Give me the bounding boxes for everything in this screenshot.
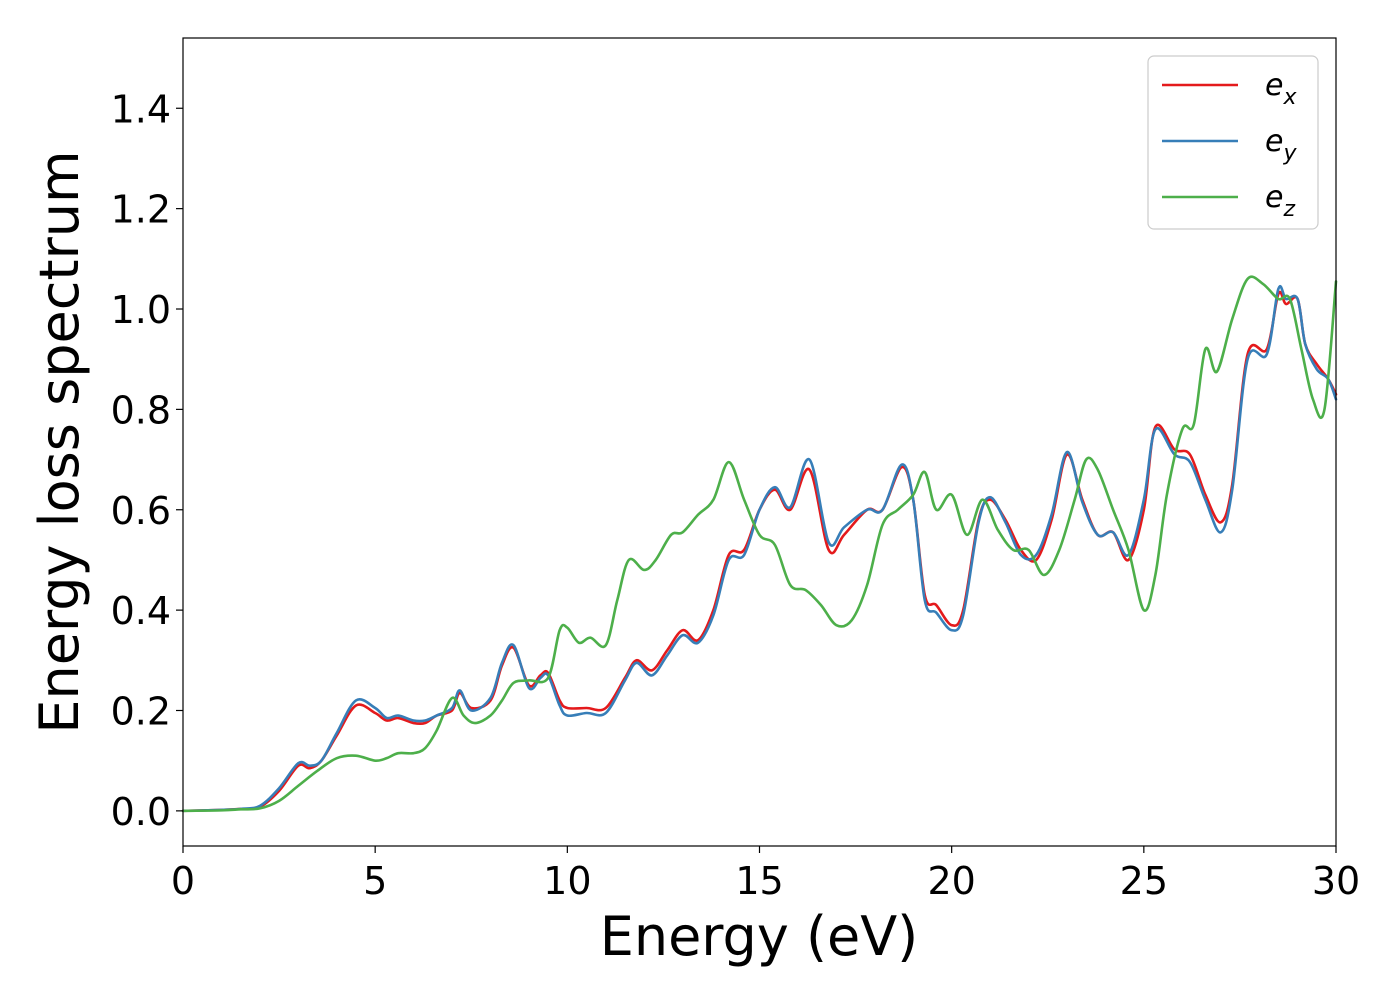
legend: ex ey ez: [1147, 55, 1319, 230]
legend-box: [1147, 55, 1319, 230]
x-axis-title: Energy (eV): [600, 905, 919, 968]
y-tick-label: 0.6: [111, 489, 171, 533]
x-tick-label: 15: [735, 859, 783, 903]
y-tick-label: 0.0: [111, 790, 171, 834]
series-layer: [181, 275, 1338, 813]
legend-label-ez: ez: [1265, 180, 1295, 222]
y-tick-label: 0.2: [111, 689, 171, 733]
x-tick-label: 20: [927, 859, 975, 903]
y-tick-label: 1.2: [111, 188, 171, 232]
series-line-ey: [181, 285, 1338, 813]
x-tick-label: 10: [543, 859, 591, 903]
y-axis-title: Energy loss spectrum: [28, 150, 91, 733]
x-tick-label: 0: [171, 859, 195, 903]
y-tick-label: 1.0: [111, 288, 171, 332]
y-axis: 0.0 0.2 0.4 0.6 0.8 1.0 1.2 1.4: [111, 87, 183, 834]
x-tick-label: 25: [1120, 859, 1168, 903]
series-line-ez: [181, 275, 1338, 813]
x-tick-label: 30: [1312, 859, 1360, 903]
legend-label-ey: ey: [1265, 124, 1297, 166]
y-tick-label: 0.4: [111, 589, 171, 633]
x-tick-label: 5: [363, 859, 387, 903]
plot-background: [183, 38, 1336, 846]
legend-label-ex: ex: [1265, 68, 1297, 110]
y-tick-label: 0.8: [111, 388, 171, 432]
y-tick-label: 1.4: [111, 87, 171, 131]
x-axis: 0 5 10 15 20 25 30: [171, 846, 1360, 903]
